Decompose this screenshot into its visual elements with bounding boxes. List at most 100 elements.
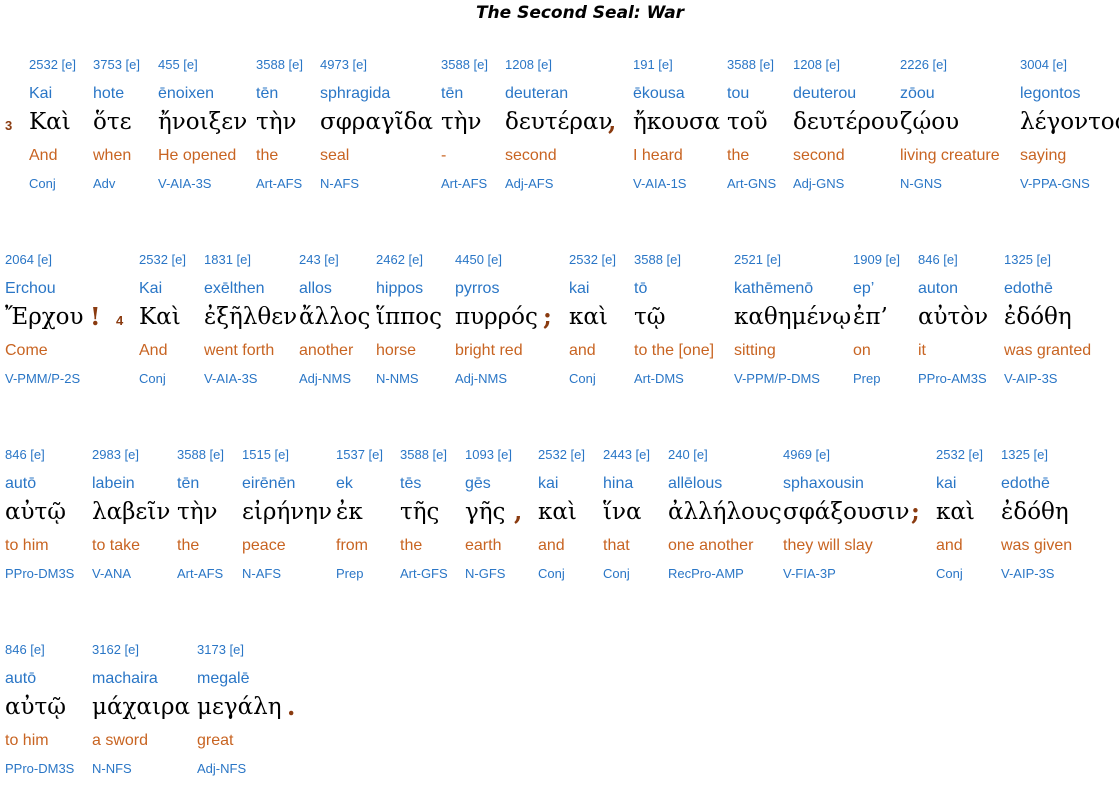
transliteration-link[interactable]: sphragida xyxy=(320,85,391,102)
strongs-number-link[interactable]: 3173 [e] xyxy=(197,642,244,657)
transliteration-link[interactable]: tou xyxy=(727,85,750,102)
transliteration-link[interactable]: allēlous xyxy=(668,475,723,492)
parsing-code-link[interactable]: Conj xyxy=(936,566,963,581)
transliteration-link[interactable]: autō xyxy=(5,670,37,687)
strongs-number-link[interactable]: 4450 [e] xyxy=(455,252,502,267)
greek-word-link[interactable]: τοῦ xyxy=(727,109,768,135)
parsing-code-link[interactable]: Art-DMS xyxy=(634,371,684,386)
greek-word-link[interactable]: αὐτὸν xyxy=(918,304,989,330)
strongs-number-link[interactable]: 2462 [e] xyxy=(376,252,423,267)
greek-word-link[interactable]: καὶ xyxy=(538,499,577,525)
parsing-code-link[interactable]: Prep xyxy=(853,371,881,386)
transliteration-link[interactable]: eirēnēn xyxy=(242,475,296,492)
parsing-code-link[interactable]: V-FIA-3P xyxy=(783,566,836,581)
greek-word-link[interactable]: καὶ xyxy=(936,499,975,525)
transliteration-link[interactable]: kai xyxy=(936,475,957,492)
parsing-code-link[interactable]: RecPro-AMP xyxy=(668,566,744,581)
parsing-code-link[interactable]: V-AIP-3S xyxy=(1004,371,1058,386)
greek-word-link[interactable]: τὴν xyxy=(256,109,297,135)
transliteration-link[interactable]: labein xyxy=(92,475,135,492)
strongs-number-link[interactable]: 1208 [e] xyxy=(505,57,552,72)
strongs-number-link[interactable]: 191 [e] xyxy=(633,57,673,72)
parsing-code-link[interactable]: N-AFS xyxy=(242,566,281,581)
greek-word-link[interactable]: ἤκουσα xyxy=(633,109,721,135)
greek-word-link[interactable]: τὴν xyxy=(441,109,482,135)
greek-word-link[interactable]: ἀλλήλους xyxy=(668,499,782,525)
parsing-code-link[interactable]: Art-AFS xyxy=(177,566,224,581)
transliteration-link[interactable]: deuteran xyxy=(505,85,569,102)
parsing-code-link[interactable]: Adj-NMS xyxy=(455,371,508,386)
parsing-code-link[interactable]: Conj xyxy=(603,566,630,581)
strongs-number-link[interactable]: 2532 [e] xyxy=(569,252,616,267)
transliteration-link[interactable]: exēlthen xyxy=(204,280,265,297)
parsing-code-link[interactable]: V-AIP-3S xyxy=(1001,566,1055,581)
transliteration-link[interactable]: Erchou xyxy=(5,280,56,297)
parsing-code-link[interactable]: N-NFS xyxy=(92,761,132,776)
transliteration-link[interactable]: tēn xyxy=(441,85,464,102)
greek-word-link[interactable]: γῆς xyxy=(465,499,506,525)
greek-word-link[interactable]: σφάξουσιν xyxy=(783,499,910,525)
transliteration-link[interactable]: edothē xyxy=(1004,280,1053,297)
parsing-code-link[interactable]: Art-AFS xyxy=(256,176,303,191)
parsing-code-link[interactable]: PPro-AM3S xyxy=(918,371,987,386)
parsing-code-link[interactable]: PPro-DM3S xyxy=(5,761,75,776)
greek-word-link[interactable]: ἤνοιξεν xyxy=(158,109,248,135)
strongs-number-link[interactable]: 4969 [e] xyxy=(783,447,830,462)
parsing-code-link[interactable]: N-AFS xyxy=(320,176,359,191)
parsing-code-link[interactable]: N-NMS xyxy=(376,371,419,386)
parsing-code-link[interactable]: Prep xyxy=(336,566,364,581)
strongs-number-link[interactable]: 3753 [e] xyxy=(93,57,140,72)
strongs-number-link[interactable]: 2226 [e] xyxy=(900,57,947,72)
transliteration-link[interactable]: kai xyxy=(538,475,559,492)
transliteration-link[interactable]: ek xyxy=(336,475,353,492)
strongs-number-link[interactable]: 2443 [e] xyxy=(603,447,650,462)
parsing-code-link[interactable]: Art-GNS xyxy=(727,176,777,191)
greek-word-link[interactable]: δευτέρου xyxy=(793,109,899,135)
transliteration-link[interactable]: Kai xyxy=(29,85,53,102)
parsing-code-link[interactable]: Conj xyxy=(139,371,166,386)
transliteration-link[interactable]: kai xyxy=(569,280,590,297)
transliteration-link[interactable]: tēs xyxy=(400,475,422,492)
greek-word-link[interactable]: τὴν xyxy=(177,499,218,525)
strongs-number-link[interactable]: 4973 [e] xyxy=(320,57,367,72)
greek-word-link[interactable]: ἐκ xyxy=(336,499,363,525)
parsing-code-link[interactable]: V-AIA-3S xyxy=(158,176,212,191)
greek-word-link[interactable]: Καὶ xyxy=(139,304,181,330)
transliteration-link[interactable]: Kai xyxy=(139,280,163,297)
transliteration-link[interactable]: gēs xyxy=(465,475,491,492)
parsing-code-link[interactable]: V-PPM/P-DMS xyxy=(734,371,820,386)
transliteration-link[interactable]: hippos xyxy=(376,280,424,297)
greek-word-link[interactable]: τῆς xyxy=(400,499,440,525)
parsing-code-link[interactable]: V-ANA xyxy=(92,566,132,581)
transliteration-link[interactable]: megalē xyxy=(197,670,250,687)
greek-word-link[interactable]: ἵππος xyxy=(376,304,442,330)
parsing-code-link[interactable]: V-PPA-GNS xyxy=(1020,176,1090,191)
transliteration-link[interactable]: pyrros xyxy=(455,280,500,297)
greek-word-link[interactable]: καὶ xyxy=(569,304,608,330)
strongs-number-link[interactable]: 3162 [e] xyxy=(92,642,139,657)
greek-word-link[interactable]: εἰρήνην xyxy=(242,499,332,525)
strongs-number-link[interactable]: 1537 [e] xyxy=(336,447,383,462)
transliteration-link[interactable]: zōou xyxy=(900,85,935,102)
transliteration-link[interactable]: hote xyxy=(93,85,125,102)
parsing-code-link[interactable]: Adv xyxy=(93,176,116,191)
strongs-number-link[interactable]: 3588 [e] xyxy=(634,252,681,267)
strongs-number-link[interactable]: 2532 [e] xyxy=(29,57,76,72)
parsing-code-link[interactable]: Adj-NMS xyxy=(299,371,352,386)
greek-word-link[interactable]: Ἔρχου xyxy=(5,304,84,330)
greek-word-link[interactable]: ζῴου xyxy=(900,109,960,135)
strongs-number-link[interactable]: 3588 [e] xyxy=(177,447,224,462)
transliteration-link[interactable]: tō xyxy=(634,280,648,297)
transliteration-link[interactable]: legontos xyxy=(1020,85,1081,102)
greek-word-link[interactable]: ἐπ’ xyxy=(853,304,888,330)
transliteration-link[interactable]: autō xyxy=(5,475,37,492)
transliteration-link[interactable]: allos xyxy=(299,280,332,297)
greek-word-link[interactable]: αὐτῷ xyxy=(5,694,66,720)
greek-word-link[interactable]: μεγάλη xyxy=(197,694,282,720)
greek-word-link[interactable]: ἄλλος xyxy=(299,304,371,330)
parsing-code-link[interactable]: V-PMM/P-2S xyxy=(5,371,81,386)
strongs-number-link[interactable]: 3588 [e] xyxy=(441,57,488,72)
greek-word-link[interactable]: ἐδόθη xyxy=(1001,499,1069,525)
strongs-number-link[interactable]: 1909 [e] xyxy=(853,252,900,267)
strongs-number-link[interactable]: 1208 [e] xyxy=(793,57,840,72)
